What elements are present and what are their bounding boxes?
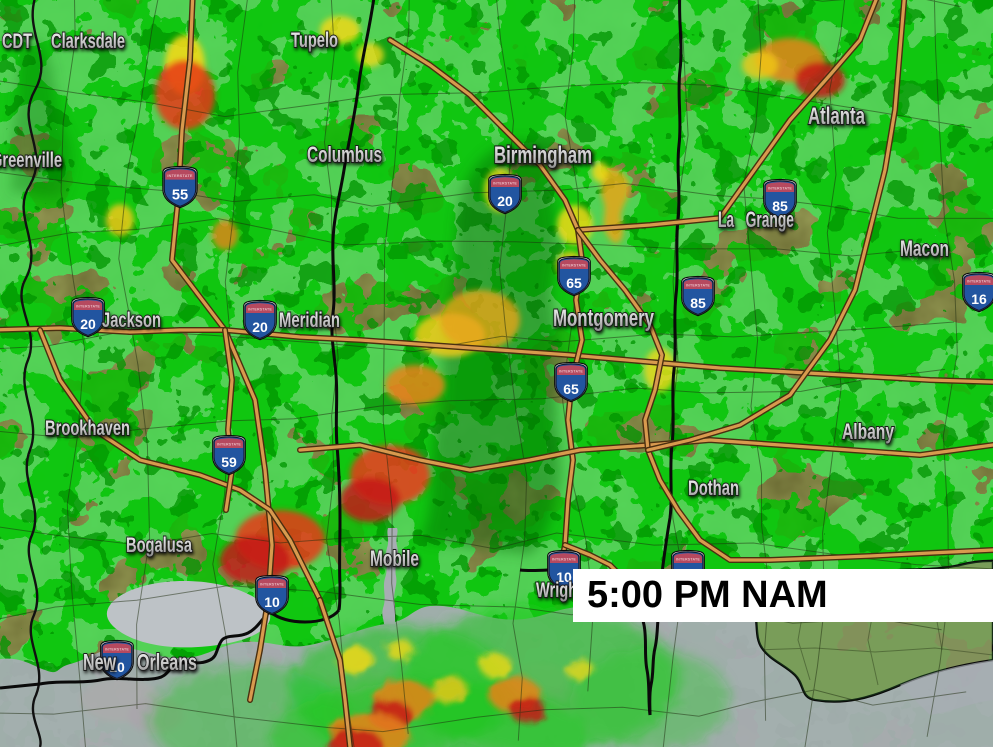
svg-text:New: New bbox=[83, 649, 116, 675]
svg-text:65: 65 bbox=[566, 275, 582, 291]
svg-text:20: 20 bbox=[80, 316, 96, 332]
svg-text:Atlanta: Atlanta bbox=[808, 103, 865, 130]
svg-text:85: 85 bbox=[690, 295, 706, 311]
svg-text:Birmingham: Birmingham bbox=[494, 142, 592, 169]
svg-text:Macon: Macon bbox=[900, 236, 949, 261]
svg-text:Tupelo: Tupelo bbox=[291, 29, 338, 52]
svg-text:Montgomery: Montgomery bbox=[553, 305, 654, 332]
svg-text:20: 20 bbox=[497, 193, 513, 209]
svg-text:Orleans: Orleans bbox=[137, 649, 197, 675]
svg-text:Clarksdale: Clarksdale bbox=[51, 30, 125, 53]
svg-text:Columbus: Columbus bbox=[307, 142, 382, 167]
svg-text:La Grange: La Grange bbox=[718, 207, 794, 232]
svg-text:20: 20 bbox=[252, 319, 268, 335]
svg-text:10: 10 bbox=[264, 594, 280, 610]
svg-text:Bogalusa: Bogalusa bbox=[126, 534, 192, 557]
svg-text:Dothan: Dothan bbox=[688, 477, 739, 500]
svg-text:Greenville: Greenville bbox=[0, 149, 62, 172]
svg-text:Meridian: Meridian bbox=[279, 309, 340, 332]
svg-text:55: 55 bbox=[172, 188, 188, 204]
svg-text:59: 59 bbox=[221, 454, 237, 470]
svg-text:Brookhaven: Brookhaven bbox=[45, 417, 130, 440]
svg-text:CDT: CDT bbox=[2, 30, 32, 53]
svg-text:Albany: Albany bbox=[842, 419, 895, 444]
svg-text:Mobile: Mobile bbox=[370, 546, 419, 571]
svg-text:65: 65 bbox=[563, 381, 579, 397]
svg-text:16: 16 bbox=[971, 291, 987, 307]
svg-text:Jackson: Jackson bbox=[102, 309, 161, 332]
